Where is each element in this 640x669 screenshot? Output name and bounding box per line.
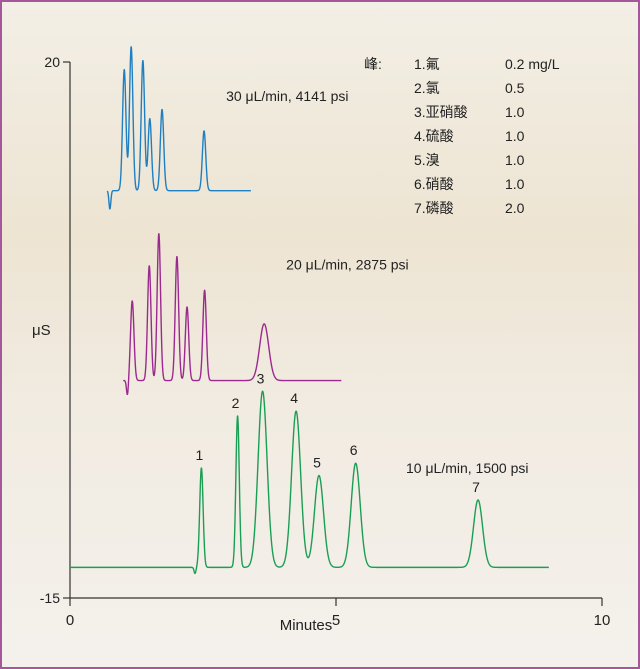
axes: 20 -15 0 5 10 Minutes μS: [32, 54, 610, 634]
peak-number-label: 2: [232, 395, 240, 411]
series-trace: [122, 233, 342, 396]
peak-number-label: 5: [313, 454, 321, 470]
peak-number-label: 6: [350, 442, 358, 458]
peak-number-label: 3: [257, 370, 265, 386]
peak-number-label: 1: [196, 447, 204, 463]
legend-title: 峰:: [364, 56, 382, 72]
legend-entry-value: 2.0: [505, 200, 525, 216]
traces: [69, 46, 550, 575]
peak-number-label: 7: [472, 479, 480, 495]
series-name-label: 10 μL/min, 1500 psi: [406, 460, 528, 476]
legend-entry-value: 1.0: [505, 104, 525, 120]
series-name-label: 30 μL/min, 4141 psi: [226, 88, 348, 104]
x-axis-title: Minutes: [280, 617, 333, 634]
legend-entry-name: 6.硝酸: [414, 176, 454, 192]
legend-entry-value: 1.0: [505, 152, 525, 168]
legend-entry-value: 1.0: [505, 176, 525, 192]
legend-entry-value: 0.2 mg/L: [505, 56, 560, 72]
legend-entry-name: 5.溴: [414, 152, 440, 168]
y-tick-label: -15: [40, 590, 60, 606]
series-name-label: 20 μL/min, 2875 psi: [286, 257, 408, 273]
y-axis-title: μS: [32, 322, 51, 339]
series-trace: [69, 390, 550, 575]
legend-entry-name: 4.硫酸: [414, 128, 454, 144]
legend-entry-value: 0.5: [505, 80, 525, 96]
legend-entry-value: 1.0: [505, 128, 525, 144]
peak-number-label: 4: [290, 390, 298, 406]
legend-entry-name: 3.亚硝酸: [414, 104, 468, 120]
x-tick-label: 5: [332, 612, 340, 629]
y-tick-label: 20: [44, 54, 60, 70]
legend-entry-name: 2.氯: [414, 80, 440, 96]
legend-entry-name: 7.磷酸: [414, 200, 454, 216]
legend-entry-name: 1.氟: [414, 56, 440, 72]
x-tick-label: 0: [66, 612, 74, 629]
labels: 30 μL/min, 4141 psi 20 μL/min, 2875 psi 10…: [196, 88, 529, 495]
x-tick-label: 10: [594, 612, 611, 629]
legend: 峰: 1.氟 0.2 mg/L 2.氯 0.5 3.亚硝酸 1.0 4.硫酸 1.0 5.溴 1.0…: [364, 56, 560, 216]
series-trace: [106, 46, 252, 210]
